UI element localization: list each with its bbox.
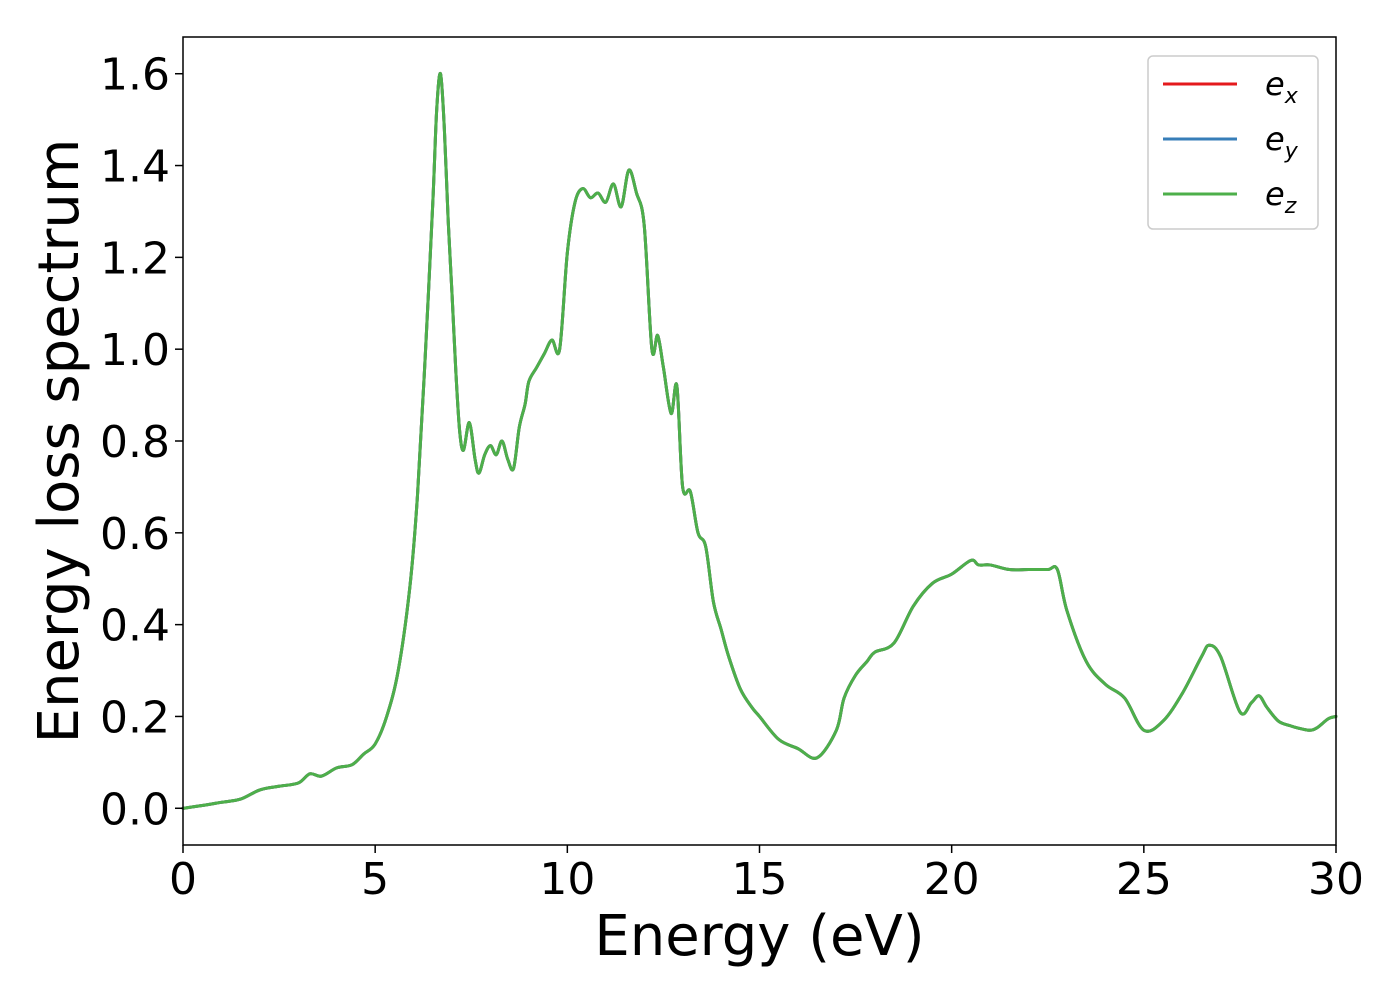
legend-box (1147, 55, 1319, 230)
y-tick-label: 1.2 (100, 233, 170, 284)
x-tick-label: 15 (732, 854, 788, 905)
y-tick-label: 1.6 (100, 50, 170, 101)
y-tick-label: 0.6 (100, 509, 170, 560)
x-tick-label: 25 (1116, 854, 1172, 905)
y-tick-label: 0.2 (100, 692, 170, 743)
x-axis: 0 5 10 15 20 25 30 (169, 845, 1364, 905)
series-lines (181, 72, 1338, 810)
y-tick-label: 1.4 (100, 142, 170, 193)
x-tick-label: 5 (361, 854, 389, 905)
y-tick-label: 1.0 (100, 325, 170, 376)
x-tick-label: 10 (539, 854, 595, 905)
y-axis-label: Energy loss spectrum (27, 139, 92, 744)
y-tick-label: 0.0 (100, 784, 170, 835)
x-axis-label: Energy (eV) (594, 904, 924, 969)
y-tick-label: 0.8 (100, 417, 170, 468)
x-tick-label: 30 (1308, 854, 1364, 905)
y-tick-label: 0.4 (100, 601, 170, 652)
series-line-e_z (181, 72, 1338, 810)
x-tick-label: 20 (924, 854, 980, 905)
y-axis: 0.0 0.2 0.4 0.6 0.8 1.0 1.2 1.4 1.6 (100, 50, 183, 835)
x-tick-label: 0 (169, 854, 197, 905)
